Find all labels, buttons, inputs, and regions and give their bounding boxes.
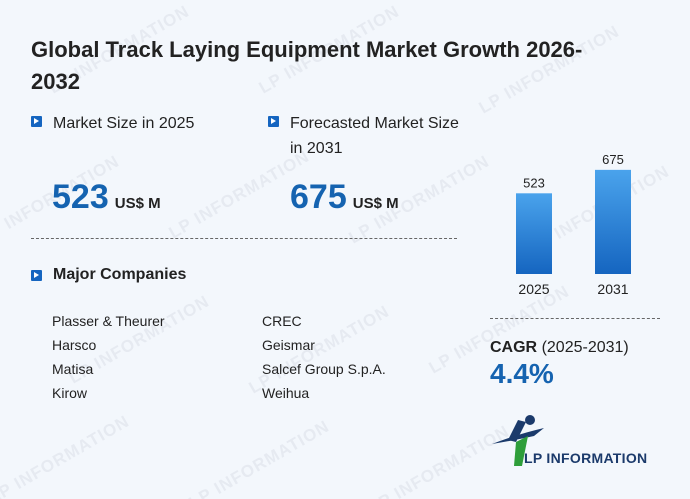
lp-logo-icon [492,415,544,466]
bullet-icon [31,116,42,127]
company-item: Geismar [262,337,315,353]
bar-2025 [516,193,552,274]
divider [490,318,660,319]
cagr-value: 4.4% [490,358,554,389]
bar-value-label: 675 [602,152,624,167]
cagr-period: (2025-2031) [541,339,629,356]
cagr-label: CAGR (2025-2031) [490,339,629,357]
company-item: Weihua [262,385,310,401]
bar-category-label: 2025 [518,281,549,297]
bar-chart: 523 2025 675 2031 [516,152,631,297]
cagr-title: CAGR [490,339,538,356]
market-size-unit: US$ M [114,195,161,212]
bar-category-label: 2031 [597,281,628,297]
bar-2031 [595,169,631,274]
watermark: LP INFORMATION [0,411,133,499]
companies-heading: Major Companies [31,266,186,284]
company-item: Kirow [52,385,88,401]
page-title: Global Track Laying Equipment Market Gro… [31,37,583,94]
company-item: CREC [262,313,302,329]
forecast-value: 675 US$ M [290,178,399,217]
logo-text: LP INFORMATION [524,450,648,466]
forecast-unit: US$ M [352,195,399,212]
market-size-label: Market Size in 2025 [31,111,231,136]
market-size-number: 523 [52,178,109,216]
company-item: Salcef Group S.p.A. [262,361,386,377]
company-item: Harsco [52,337,97,353]
market-size-value: 523 US$ M [52,178,161,217]
forecast-label: Forecasted Market Size in 2031 [268,111,468,161]
watermark: LP INFORMATION [185,416,333,499]
bullet-icon [268,116,279,127]
bullet-icon [31,270,42,281]
company-item: Plasser & Theurer [52,313,165,329]
forecast-number: 675 [290,178,347,216]
bar-value-label: 523 [523,175,545,190]
divider [31,238,457,239]
company-item: Matisa [52,361,94,377]
